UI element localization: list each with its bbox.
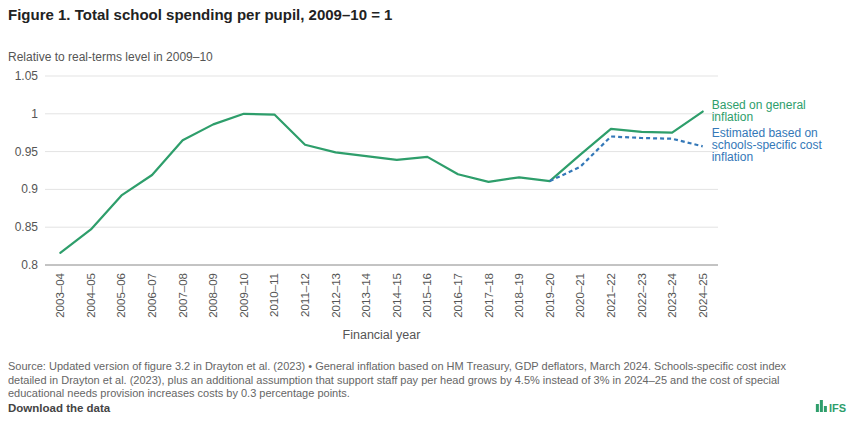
series-line	[60, 112, 702, 253]
x-tick-label: 2006–07	[146, 273, 158, 318]
series-label-line: inflation	[712, 150, 753, 164]
x-tick-label: 2020–21	[574, 273, 586, 318]
y-axis-label: Relative to real-terms level in 2009–10	[8, 50, 213, 64]
grid-line	[45, 151, 718, 152]
x-tick-label: 2019–20	[544, 273, 556, 318]
x-tick-label: 2016–17	[452, 273, 464, 318]
x-tick-label: 2017–18	[483, 273, 495, 318]
source-note-line: Source: Updated version of figure 3.2 in…	[8, 360, 787, 372]
x-tick-label: 2022–23	[636, 273, 648, 318]
x-tick-label: 2007–08	[177, 273, 189, 318]
x-tick-label: 2014–15	[391, 273, 403, 318]
logo-bar	[824, 406, 827, 412]
x-tick-label: 2024–25	[697, 273, 709, 318]
y-tick-label: 1	[31, 107, 38, 121]
grid-line	[45, 113, 718, 114]
download-link[interactable]: Download the data	[8, 402, 111, 414]
chart: Figure 1. Total school spending per pupi…	[0, 0, 848, 424]
x-axis-label: Financial year	[343, 328, 421, 342]
title: Figure 1. Total school spending per pupi…	[8, 6, 392, 23]
grid-line	[45, 227, 718, 228]
logo-bar	[820, 400, 823, 412]
x-tick-label: 2011–12	[299, 273, 311, 317]
grid	[45, 76, 718, 265]
source-note-line: educational needs provision increases co…	[8, 387, 350, 399]
y-tick-label: 0.85	[15, 220, 39, 234]
series-label: Based on generalinflation	[712, 98, 806, 124]
x-tick-label: 2015–16	[421, 273, 433, 318]
x-tick-label: 2004–05	[85, 273, 97, 318]
x-tick-label: 2018–19	[513, 273, 525, 318]
x-tick-label: 2003–04	[54, 272, 66, 317]
y-tick-label: 0.95	[15, 145, 39, 159]
x-tick-label: 2013–14	[360, 272, 372, 317]
logo-text: IFS	[829, 402, 846, 414]
lines	[60, 112, 702, 253]
grid-line	[45, 76, 718, 77]
x-tick-label: 2023–24	[666, 272, 678, 317]
y-tick-label: 0.8	[21, 258, 38, 272]
source-note: Source: Updated version of figure 3.2 in…	[8, 360, 787, 399]
x-tick-label: 2009–10	[238, 273, 250, 318]
series-label-line: inflation	[712, 110, 753, 124]
series-label: Estimated based onschools-specific costi…	[712, 126, 823, 164]
y-tick-label: 0.9	[21, 182, 38, 196]
x-tick-label: 2012–13	[330, 273, 342, 318]
x-tick-label: 2005–06	[115, 273, 127, 318]
baseline	[45, 265, 718, 266]
source-note-line: detailed in Drayton et al. (2023), plus …	[8, 374, 780, 386]
x-tick-label: 2008–09	[207, 273, 219, 318]
logo: IFS	[816, 400, 846, 414]
y-tick-label: 1.05	[15, 69, 39, 83]
logo-bar	[816, 404, 819, 412]
x-tick-label: 2010–11	[268, 273, 280, 317]
x-tick-label: 2021–22	[605, 273, 617, 318]
grid-line	[45, 189, 718, 190]
series-line	[550, 136, 703, 181]
